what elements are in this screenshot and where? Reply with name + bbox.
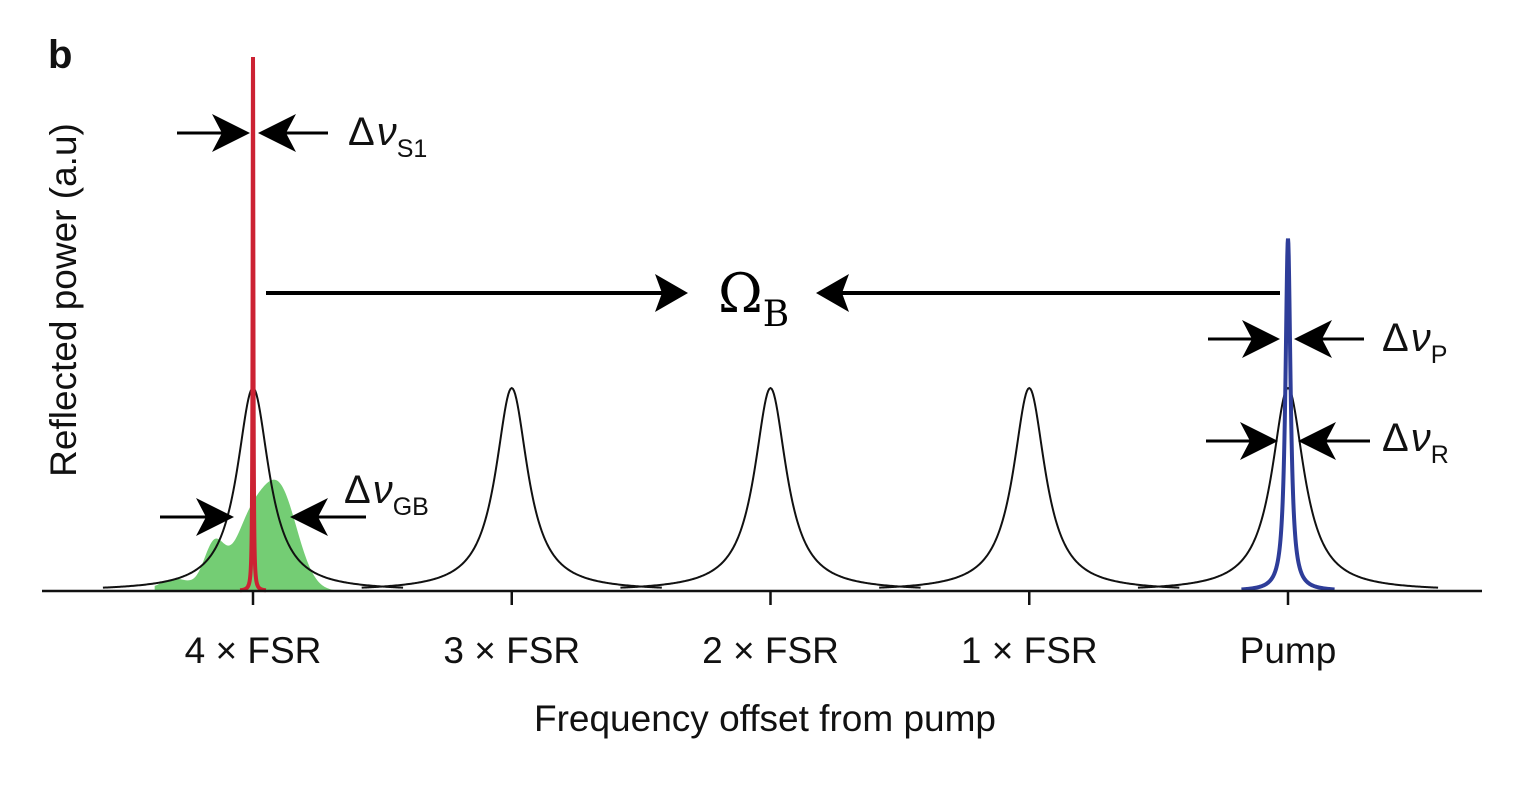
cavity-resonances	[102, 386, 1439, 589]
resonance-peak	[361, 386, 662, 589]
resonance-peak	[1137, 386, 1439, 589]
panel-letter: b	[48, 33, 72, 77]
pump-line	[1241, 238, 1335, 592]
width-arrows-r	[1206, 422, 1370, 460]
x-tick-label: 3 × FSR	[443, 630, 580, 671]
x-axis-label: Frequency offset from pump	[534, 698, 996, 739]
width-label-s1: ΔνS1	[348, 110, 427, 163]
x-tick-label: 2 × FSR	[702, 630, 839, 671]
shift-arrowhead-left	[655, 274, 688, 312]
width-arrows-p	[1208, 320, 1364, 358]
x-tick-label: Pump	[1240, 630, 1337, 671]
omega-subscript: B	[763, 294, 789, 335]
resonance-peak	[879, 386, 1180, 589]
x-axis-tick-labels: 4 × FSR 3 × FSR 2 × FSR 1 × FSR Pump	[185, 630, 1337, 671]
resonance-peak	[620, 386, 921, 589]
x-axis-ticks	[251, 591, 1290, 605]
y-axis-label: Reflected power (a.u)	[43, 123, 84, 477]
brillouin-shift-label: ΩB	[718, 262, 789, 335]
x-tick-label: 1 × FSR	[961, 630, 1098, 671]
x-tick-label: 4 × FSR	[185, 630, 322, 671]
width-label-p: ΔνP	[1382, 316, 1447, 369]
width-label-gb: ΔνGB	[344, 468, 429, 521]
shift-arrowhead-right	[816, 274, 849, 312]
width-arrows-s1	[177, 114, 328, 152]
stokes-line	[239, 56, 267, 593]
width-label-r: ΔνR	[1382, 416, 1449, 469]
width-arrows-gb	[160, 498, 366, 536]
omega-symbol: Ω	[718, 262, 763, 325]
